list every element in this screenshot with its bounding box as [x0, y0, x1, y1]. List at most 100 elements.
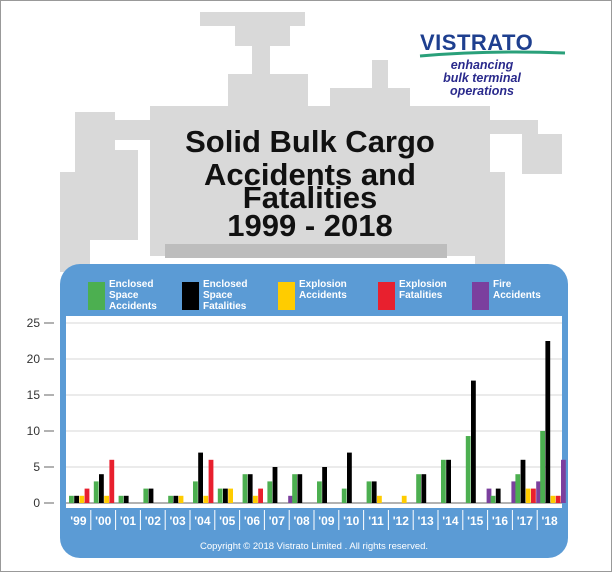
legend-label: Accidents	[109, 301, 157, 312]
bar	[366, 481, 372, 503]
bar	[253, 495, 258, 503]
x-tick-label: '10	[343, 514, 360, 528]
ship-silhouette	[60, 12, 562, 272]
bar	[555, 495, 561, 503]
bar	[531, 488, 536, 503]
y-tick-label: 15	[27, 388, 41, 402]
bar	[561, 459, 566, 503]
y-tick-label: 5	[33, 460, 40, 474]
y-tick-label: 0	[33, 496, 40, 510]
legend-label: Accidents	[493, 290, 541, 301]
bar	[288, 495, 293, 503]
legend-swatch	[472, 282, 489, 310]
bar	[441, 459, 446, 503]
x-tick-label: '03	[169, 514, 186, 528]
x-tick-label: '13	[417, 514, 434, 528]
bar	[377, 495, 382, 503]
x-tick-label: '17	[517, 514, 534, 528]
bar	[203, 495, 209, 503]
bar	[525, 488, 531, 503]
y-tick-label: 25	[27, 316, 41, 330]
bar	[416, 474, 421, 503]
x-tick-label: '11	[368, 514, 384, 528]
x-tick-label: '12	[393, 514, 410, 528]
x-tick-label: '15	[467, 514, 484, 528]
bar	[540, 431, 545, 503]
y-tick-label: 10	[27, 424, 41, 438]
brand-tagline-line: operations	[450, 84, 514, 98]
legend-label: Fire	[493, 279, 512, 290]
x-tick-label: '99	[70, 514, 87, 528]
bar	[495, 488, 501, 503]
bar	[193, 481, 198, 503]
bar	[322, 467, 327, 503]
x-tick-label: '08	[293, 514, 310, 528]
bar	[536, 481, 541, 503]
bar	[69, 495, 74, 503]
x-tick-label: '06	[244, 514, 261, 528]
bar	[217, 488, 223, 503]
bar	[208, 459, 214, 503]
bar	[198, 452, 203, 503]
bar	[104, 495, 109, 503]
bar	[317, 481, 322, 503]
bar	[173, 495, 179, 503]
title-line: Solid Bulk Cargo	[185, 124, 435, 159]
plot-area	[66, 316, 562, 508]
bar	[341, 488, 347, 503]
bar	[347, 452, 352, 503]
bar	[421, 474, 427, 503]
bar	[401, 495, 407, 503]
legend-label: Explosion	[299, 279, 347, 290]
bar	[371, 481, 377, 503]
bar	[511, 481, 517, 503]
bar	[446, 459, 451, 503]
ship-deck-band	[165, 244, 447, 258]
bar	[228, 488, 233, 503]
bar	[550, 495, 556, 503]
bar	[258, 488, 263, 503]
x-tick-label: '18	[541, 514, 558, 528]
x-tick-label: '16	[492, 514, 509, 528]
legend-swatch	[278, 282, 295, 310]
bar	[486, 488, 492, 503]
copyright-text: Copyright © 2018 Vistrato Limited . All …	[200, 541, 428, 552]
bar	[272, 467, 278, 503]
bar	[93, 481, 99, 503]
legend-label: Fatalities	[203, 301, 247, 312]
legend-label: Accidents	[299, 290, 347, 301]
x-tick-label: '14	[442, 514, 459, 528]
legend-label: Enclosed	[109, 279, 153, 290]
x-tick-label: '07	[269, 514, 286, 528]
x-tick-label: '02	[145, 514, 162, 528]
x-tick-label: '04	[194, 514, 211, 528]
legend-swatch	[378, 282, 395, 310]
brand-tagline-line: bulk terminal	[443, 71, 521, 85]
legend-label: Explosion	[399, 279, 447, 290]
x-tick-label: '00	[95, 514, 112, 528]
bar	[148, 488, 154, 503]
y-tick-label: 20	[27, 352, 41, 366]
bar	[168, 495, 173, 503]
bar	[545, 341, 551, 503]
x-tick-label: '01	[120, 514, 137, 528]
legend-label: Enclosed	[203, 279, 247, 290]
bar	[143, 488, 149, 503]
bar	[178, 495, 184, 503]
bar	[123, 495, 129, 503]
bar	[297, 474, 303, 503]
x-tick-label: '05	[219, 514, 236, 528]
bar	[490, 495, 496, 503]
bar	[84, 488, 90, 503]
brand-swoosh-icon	[419, 50, 566, 58]
x-tick-label: '09	[318, 514, 335, 528]
legend-label: Fatalities	[399, 290, 443, 301]
bars	[69, 341, 566, 503]
bar	[109, 459, 115, 503]
brand-tagline-line: enhancing	[451, 58, 514, 72]
legend-label: Space	[203, 290, 233, 301]
bar	[74, 495, 79, 503]
legend-swatch	[88, 282, 105, 310]
